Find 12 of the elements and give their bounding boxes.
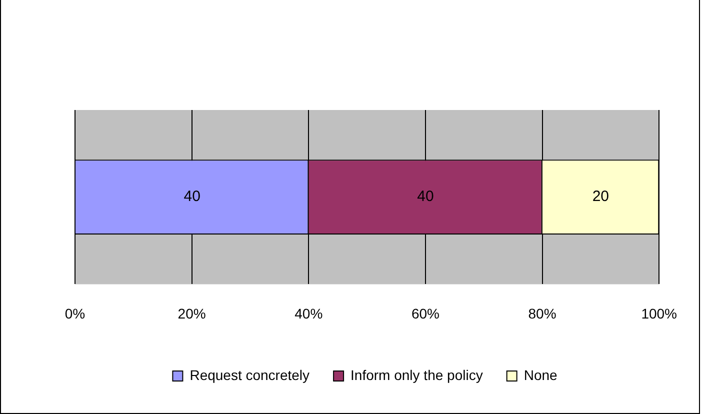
x-tick-label: 40% [294,305,323,322]
x-tick-label: 100% [641,305,678,322]
x-tick-label: 80% [528,305,556,322]
legend-label: Request concretely [190,366,310,383]
data-label: 20 [592,188,610,206]
legend-label: Inform only the policy [350,366,483,383]
data-label: 40 [417,188,434,206]
data-label: 40 [184,188,200,206]
x-tick-label: 60% [411,305,440,322]
x-tick-label: 0% [64,305,86,322]
x-tick-label: 20% [178,305,206,322]
legend-label: None [524,366,558,383]
